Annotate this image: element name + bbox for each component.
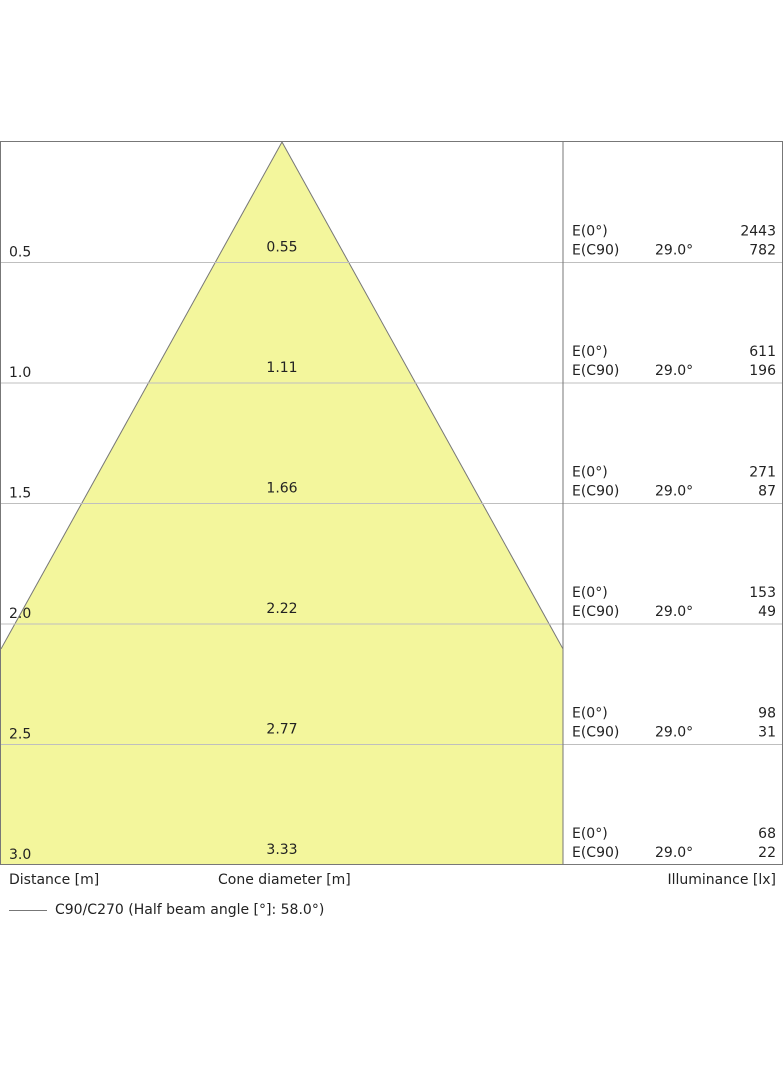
e0-value: 68: [758, 826, 776, 842]
e0-label: E(0°): [572, 826, 608, 842]
e0-value: 153: [749, 585, 776, 601]
e0-label: E(0°): [572, 706, 608, 722]
cone-diameter-label: 1.66: [266, 481, 297, 497]
distance-tick-label: 0.5: [9, 245, 31, 261]
ec90-value: 31: [758, 725, 776, 741]
e0-value: 98: [758, 706, 776, 722]
half-angle-label: 29.0°: [655, 484, 693, 500]
ec90-label: E(C90): [572, 845, 619, 861]
e0-label: E(0°): [572, 344, 608, 360]
ec90-label: E(C90): [572, 363, 619, 379]
ec90-value: 49: [758, 604, 776, 620]
ec90-value: 87: [758, 484, 776, 500]
legend-line-swatch: [9, 910, 47, 911]
legend-label: C90/C270 (Half beam angle [°]: 58.0°): [55, 902, 325, 918]
cone-edge-left: [0, 141, 283, 650]
e0-label: E(0°): [572, 585, 608, 601]
half-angle-label: 29.0°: [655, 243, 693, 259]
e0-value: 271: [749, 465, 776, 481]
ec90-value: 22: [758, 845, 776, 861]
distance-tick-label: 1.0: [9, 365, 31, 381]
half-angle-label: 29.0°: [655, 363, 693, 379]
cone-diameter-label: 0.55: [266, 240, 297, 256]
ec90-value: 196: [749, 363, 776, 379]
cone-diameter-axis-label: Cone diameter [m]: [218, 872, 351, 888]
half-angle-label: 29.0°: [655, 725, 693, 741]
distance-tick-label: 2.5: [9, 727, 31, 743]
distance-axis-label: Distance [m]: [9, 872, 100, 888]
cone-diameter-label: 3.33: [266, 842, 297, 858]
illuminance-axis-label: Illuminance [lx]: [667, 872, 777, 888]
cone-diameter-label: 2.77: [266, 722, 297, 738]
cone-diameter-label: 2.22: [266, 601, 297, 617]
ec90-label: E(C90): [572, 484, 619, 500]
cone-edge-right: [281, 141, 564, 650]
distance-tick-label: 3.0: [9, 847, 31, 863]
half-angle-label: 29.0°: [655, 604, 693, 620]
distance-tick-label: 1.5: [9, 486, 31, 502]
ec90-value: 782: [749, 243, 776, 259]
cone-diameter-label: 1.11: [266, 360, 297, 376]
distance-tick-label: 2.0: [9, 606, 31, 622]
e0-value: 2443: [740, 224, 776, 240]
ec90-label: E(C90): [572, 243, 619, 259]
ec90-label: E(C90): [572, 725, 619, 741]
e0-value: 611: [749, 344, 776, 360]
e0-label: E(0°): [572, 224, 608, 240]
e0-label: E(0°): [572, 465, 608, 481]
chart-frame: [0, 141, 783, 865]
ec90-label: E(C90): [572, 604, 619, 620]
half-angle-label: 29.0°: [655, 845, 693, 861]
